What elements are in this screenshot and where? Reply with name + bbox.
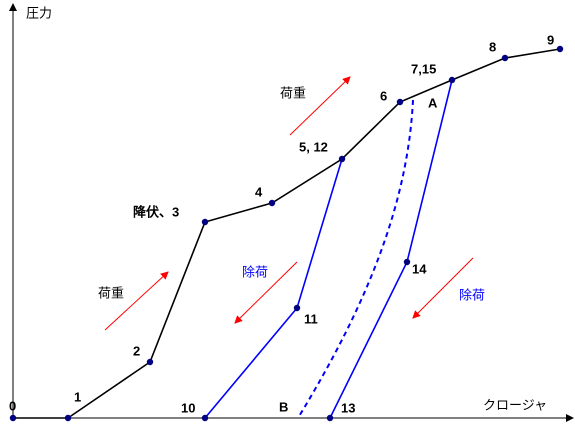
curve-label: B — [279, 399, 288, 414]
point-label: 8 — [489, 39, 496, 54]
point-label: 7,15 — [411, 61, 436, 76]
point — [9, 414, 17, 422]
point-label: 0 — [9, 398, 16, 413]
point — [556, 45, 564, 53]
curve — [329, 79, 453, 419]
point-label: 11 — [304, 311, 318, 326]
annotation: 荷重 — [98, 286, 124, 302]
point-label: 1 — [74, 389, 81, 404]
y-axis-label: 圧力 — [26, 7, 52, 22]
x-axis-label: クロージャ — [483, 399, 547, 414]
annotation: 除荷 — [242, 266, 268, 281]
point — [448, 76, 456, 84]
point-label: 5, 12 — [299, 139, 328, 154]
unload-arrow — [234, 261, 298, 324]
point-label: 13 — [341, 400, 355, 415]
point — [293, 304, 301, 312]
point-label: 4 — [255, 184, 263, 199]
point — [268, 199, 276, 207]
point-label: 6 — [380, 88, 387, 103]
annotation: 除荷 — [459, 289, 485, 304]
curve-label: A — [428, 95, 438, 110]
unload-arrow — [412, 257, 474, 319]
load-arrow — [289, 76, 351, 136]
point-label: 14 — [412, 261, 427, 276]
point-label: 2 — [133, 343, 140, 358]
point — [326, 414, 334, 422]
point — [146, 358, 154, 366]
point — [396, 98, 404, 106]
point — [201, 414, 209, 422]
point — [338, 155, 346, 163]
point — [201, 218, 209, 226]
annotation: 荷重 — [280, 86, 306, 102]
curve — [13, 48, 561, 419]
curve — [204, 158, 343, 419]
point — [501, 54, 509, 62]
load-arrow — [104, 271, 169, 331]
reload-curve — [297, 99, 414, 419]
point — [64, 414, 72, 422]
point-label: 10 — [181, 400, 195, 415]
point-label: 降伏、3 — [133, 204, 179, 219]
point-label: 9 — [547, 32, 554, 47]
point — [403, 258, 411, 266]
